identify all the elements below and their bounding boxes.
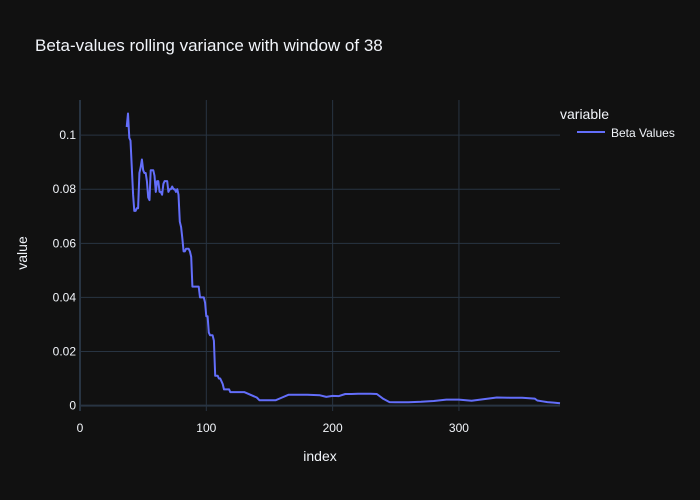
axes: 0 100 200 300 0 0.02 0.04 0.06 0.08 0.1 (53, 100, 469, 435)
x-tick-label: 200 (323, 421, 343, 435)
x-tick-label: 100 (196, 421, 216, 435)
y-tick-label: 0.1 (59, 128, 76, 142)
y-tick-label: 0 (69, 399, 76, 413)
x-tick-label: 0 (77, 421, 84, 435)
y-tick-label: 0.08 (53, 182, 77, 196)
series-layer (125, 112, 561, 405)
series-line-beta-values (125, 112, 561, 405)
legend-item-beta-values[interactable]: Beta Values (611, 126, 675, 140)
y-tick-label: 0.04 (53, 290, 77, 304)
y-axis-label: value (14, 236, 30, 270)
x-tick-label: 300 (449, 421, 469, 435)
x-axis-label: index (303, 448, 336, 464)
grid (80, 100, 560, 411)
legend[interactable]: variable Beta Values (560, 106, 675, 140)
chart-title: Beta-values rolling variance with window… (35, 36, 383, 55)
y-tick-label: 0.02 (53, 345, 77, 359)
y-tick-label: 0.06 (53, 236, 77, 250)
legend-title: variable (560, 106, 609, 122)
